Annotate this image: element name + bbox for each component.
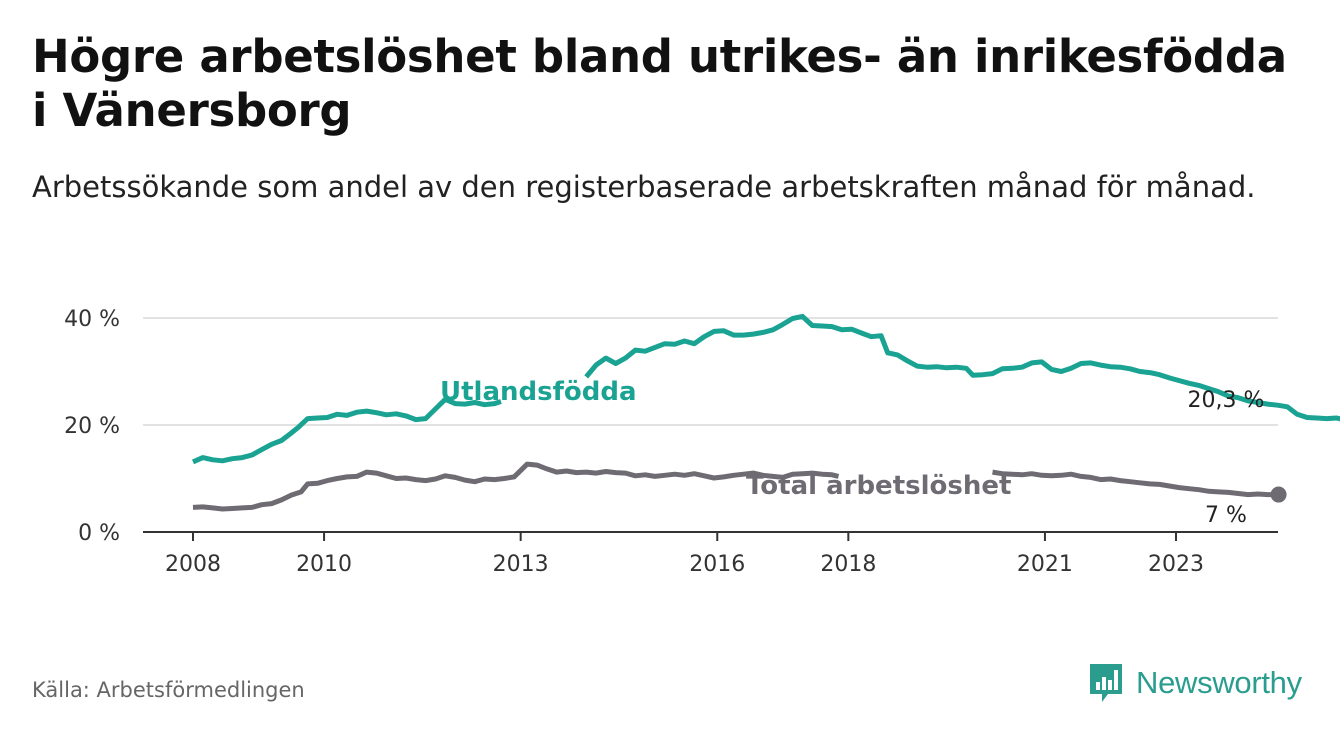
source-note: Källa: Arbetsförmedlingen: [32, 678, 305, 702]
series-label-utlandsfodda: Utlandsfödda: [440, 377, 637, 407]
chart-subtitle: Arbetssökande som andel av den registerb…: [32, 170, 1256, 204]
series-label-total: Total arbetslöshet: [746, 471, 1011, 501]
brand-name: Newsworthy: [1136, 665, 1302, 700]
series-lines: [191, 313, 1340, 512]
y-tick-label: 20 %: [64, 414, 120, 439]
x-tick-label: 2013: [493, 552, 549, 577]
y-axis-ticks: 0 % 20 % 40 %: [64, 307, 120, 546]
end-value-label-total: 7 %: [1205, 503, 1247, 528]
x-tick-label: 2008: [165, 552, 221, 577]
end-point-total: [1270, 486, 1287, 503]
x-tick-label: 2010: [296, 552, 352, 577]
x-tick-label: 2016: [689, 552, 745, 577]
brand-logo[interactable]: Newsworthy: [1088, 660, 1302, 706]
chart-title: Högre arbetslöshet bland utrikes- än inr…: [32, 30, 1287, 137]
series-line-utlandsfodda: [191, 313, 1340, 465]
x-axis-ticks: 2008 2010 2013 2016 2018 2021 2023: [165, 532, 1204, 577]
grid-lines: [143, 317, 1278, 426]
y-tick-label: 40 %: [64, 307, 120, 332]
x-tick-label: 2021: [1017, 552, 1073, 577]
newsworthy-logo-icon: [1090, 664, 1122, 702]
y-tick-label: 0 %: [78, 521, 120, 546]
series-line-total: [192, 461, 1278, 512]
end-value-label-utlandsfodda: 20,3 %: [1188, 388, 1265, 413]
x-tick-label: 2018: [820, 552, 876, 577]
x-tick-label: 2023: [1148, 552, 1204, 577]
